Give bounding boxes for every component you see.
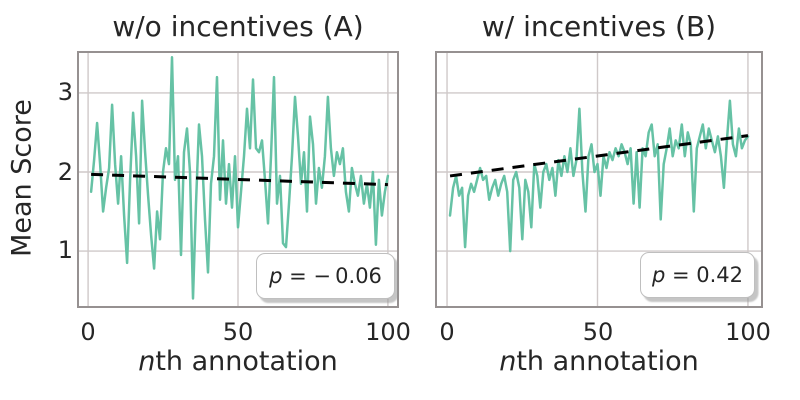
x-axis-label-b-var: n (499, 346, 517, 377)
x-tick-a-50: 50 (222, 318, 254, 346)
x-axis-label-a-rest: th annotation (155, 346, 338, 377)
plot-area-without-incentives (77, 51, 399, 308)
pearson-annotation-a: p = − 0.06 (256, 253, 395, 299)
x-tick-b-50: 50 (582, 318, 614, 346)
x-axis-label-b-rest: th annotation (516, 346, 699, 377)
annotation-a-value: = − 0.06 (282, 264, 382, 288)
title-panel-a: w/o incentives (A) (112, 10, 364, 43)
annotation-b-value: = 0.42 (665, 263, 744, 287)
x-tick-a-100: 100 (365, 318, 411, 346)
x-axis-label-b: nth annotation (435, 346, 763, 377)
y-tick-1: 1 (57, 236, 73, 264)
x-tick-a-0: 0 (80, 318, 96, 346)
title-panel-b: w/ incentives (B) (481, 10, 717, 43)
pearson-annotation-b: p = 0.42 (640, 252, 755, 298)
annotation-a-var: p (269, 264, 283, 288)
x-axis-label-a-var: n (138, 346, 156, 377)
x-tick-b-100: 100 (725, 318, 771, 346)
y-tick-3: 3 (57, 78, 73, 106)
annotation-b-var: p (651, 263, 666, 287)
x-axis-label-a: nth annotation (77, 346, 399, 377)
x-tick-b-0: 0 (439, 318, 455, 346)
plot-area-with-incentives (435, 51, 763, 308)
y-tick-2: 2 (57, 158, 73, 186)
